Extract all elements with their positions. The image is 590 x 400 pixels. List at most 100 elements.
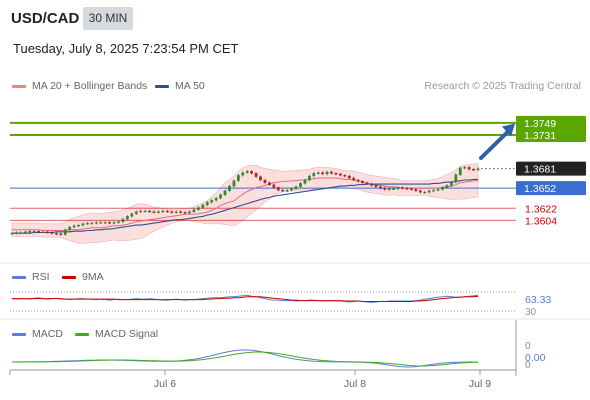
rsi-ma-line	[12, 295, 479, 302]
legend-swatch-rsi	[12, 275, 26, 279]
bollinger-band	[11, 163, 479, 244]
candle-body	[152, 211, 156, 213]
legend-label-ma50: MA 50	[175, 80, 205, 92]
candle-body	[130, 213, 134, 217]
candle-body	[174, 211, 178, 213]
candle-body	[157, 211, 160, 213]
legend-swatch-macd-signal	[75, 332, 89, 336]
candle-body	[414, 189, 418, 191]
candle-body	[387, 188, 391, 190]
candle-body	[294, 186, 298, 189]
candle-body	[383, 187, 387, 190]
level-badge-target	[516, 127, 586, 142]
legend-bollinger: MA 20 + Bollinger Bands	[12, 80, 147, 92]
candle-body	[356, 179, 360, 182]
candle-body	[432, 189, 435, 192]
candle-body	[112, 222, 116, 224]
legend-ma50: MA 50	[155, 80, 205, 92]
candle-body	[50, 232, 54, 234]
legend-label-bollinger: MA 20 + Bollinger Bands	[32, 80, 148, 92]
candle-body	[165, 210, 169, 213]
candle-body	[418, 190, 422, 193]
legend-macd: MACD	[12, 328, 63, 340]
level-label-support: 1.3622	[525, 203, 557, 215]
rsi-value-label: 63.33	[525, 294, 551, 306]
candle-body	[347, 175, 351, 179]
ma50-line	[12, 178, 478, 234]
legend-swatch-ma50	[155, 84, 169, 88]
candle-body	[148, 210, 151, 213]
level-label-support: 1.3604	[525, 215, 557, 227]
legend-swatch-bollinger	[12, 84, 26, 88]
candle-body	[370, 183, 373, 186]
candle-body	[450, 181, 453, 186]
candle-body	[55, 233, 58, 235]
candle-body	[210, 200, 214, 203]
legend-swatch-macd	[12, 332, 26, 336]
candle-body	[250, 171, 254, 174]
candle-body	[77, 224, 80, 227]
candle-body	[10, 233, 14, 235]
candle-body	[32, 231, 36, 233]
level-label-pivot: 1.3652	[524, 183, 556, 195]
candle-body	[28, 231, 32, 233]
candle-body	[330, 171, 333, 174]
candle-body	[325, 171, 329, 175]
legend-label-9ma: 9MA	[82, 271, 104, 283]
candle-body	[183, 212, 187, 214]
candle-body	[134, 211, 138, 214]
rsi-tick-label: 30	[525, 307, 537, 318]
candle-body	[334, 173, 338, 175]
candle-body	[241, 172, 245, 176]
macd-value-label: 0.00	[525, 352, 546, 364]
legend-swatch-9ma	[62, 275, 76, 279]
candle-body	[223, 190, 227, 195]
candle-body	[423, 191, 427, 194]
macd-panel: 000.00	[11, 341, 546, 371]
candle-body	[463, 167, 467, 169]
level-badge-target	[516, 115, 586, 130]
candle-body	[161, 210, 165, 213]
candle-body	[307, 175, 311, 181]
legend-label-macd: MACD	[32, 328, 63, 340]
macd-signal-line	[12, 351, 479, 367]
current-price-badge	[516, 161, 586, 176]
candle-body	[316, 172, 320, 174]
candle-body	[81, 223, 85, 226]
candle-body	[19, 232, 23, 234]
candle-body	[276, 187, 280, 191]
source-credit: Research © 2025 Trading Central	[424, 80, 581, 92]
candle-body	[476, 168, 480, 171]
candle-body	[197, 207, 200, 210]
candle-body	[268, 182, 271, 185]
candle-body	[37, 231, 40, 233]
legend-label-rsi: RSI	[32, 271, 50, 283]
candle-body	[192, 209, 196, 212]
macd-tick-label: 0	[525, 360, 531, 371]
candle-body	[361, 181, 364, 183]
candle-body	[427, 190, 431, 193]
candle-body	[228, 185, 231, 191]
candle-body	[379, 186, 382, 189]
x-axis: Jul 6 Jul 8 Jul 9	[9, 320, 517, 390]
legend-9ma: 9MA	[62, 271, 104, 283]
timeframe-badge[interactable]: 30 MIN	[83, 7, 133, 30]
candle-body	[272, 184, 276, 188]
candle-body	[121, 218, 125, 222]
candle-body	[321, 172, 325, 175]
candle-body	[179, 211, 183, 213]
candle-body	[263, 179, 267, 183]
level-badge-pivot	[516, 181, 586, 196]
x-tick-label: Jul 9	[469, 378, 491, 390]
timestamp: Tuesday, July 8, 2025 7:23:54 PM CET	[13, 41, 239, 56]
candle-body	[72, 225, 76, 228]
candle-body	[467, 167, 471, 170]
candle-body	[63, 229, 67, 235]
candle-body	[392, 188, 396, 190]
symbol-label: USD/CAD	[11, 10, 80, 27]
candle-body	[285, 189, 289, 192]
candle-body	[117, 221, 120, 223]
candle-body	[436, 189, 440, 191]
forecast-arrow-shaft	[479, 129, 510, 160]
